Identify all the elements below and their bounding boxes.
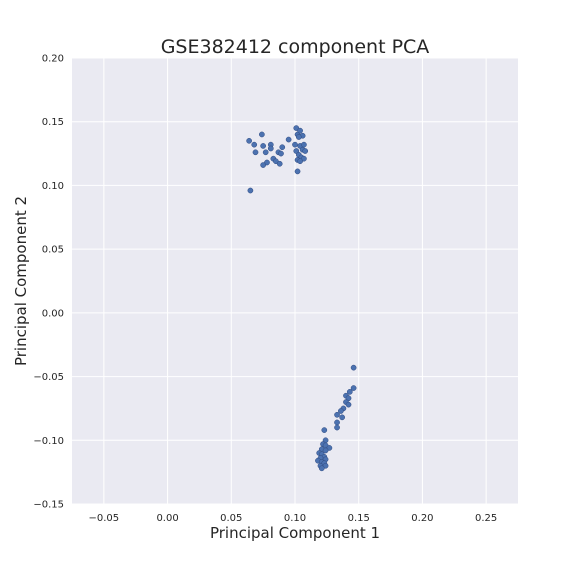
data-point [302,148,309,154]
data-point [247,187,254,194]
y-tick-label: 0.10 [42,181,64,192]
x-tick-label: −0.05 [89,513,120,524]
data-point [334,424,340,431]
data-point [251,141,258,148]
x-tick-labels: −0.05 0.00 0.05 0.10 0.15 0.20 0.25 [89,513,498,524]
data-point [321,427,328,433]
x-tick-label: 0.15 [348,513,370,524]
data-point [322,447,329,454]
x-tick-label: 0.25 [475,513,497,524]
data-point [285,136,292,143]
data-point [338,408,344,414]
y-tick-label: −0.10 [33,436,64,447]
x-tick-label: 0.05 [220,513,242,524]
data-point [292,141,298,148]
data-point [246,137,252,144]
y-tick-label: −0.15 [33,500,64,511]
y-tick-label: −0.05 [33,372,64,383]
data-point [297,158,303,165]
data-point [259,131,265,138]
data-point [350,385,357,391]
data-point [278,150,284,157]
data-point [279,144,286,151]
y-axis-label: Principal Component 2 [12,196,30,366]
x-tick-label: 0.20 [411,513,433,524]
data-point [297,127,303,134]
y-tick-label: 0.20 [42,54,64,65]
y-tick-label: 0.00 [42,308,64,319]
chart-title: GSE382412 component PCA [161,36,430,58]
data-point [350,364,357,371]
data-point [295,134,302,140]
x-tick-label: 0.00 [156,513,178,524]
scatter-points [246,125,357,472]
y-tick-label: 0.05 [42,245,64,256]
data-point [339,414,345,421]
data-point [260,162,266,168]
x-tick-label: 0.10 [284,513,306,524]
x-axis-label: Principal Component 1 [210,524,380,542]
data-point [276,160,283,167]
data-point [334,419,340,426]
data-point [301,141,307,148]
data-point [318,465,325,472]
data-point [260,143,266,149]
y-tick-label: 0.15 [42,117,64,128]
y-tick-labels: −0.15 −0.10 −0.05 0.00 0.05 0.10 0.15 0.20 [33,54,64,511]
data-point [252,149,259,156]
data-point [346,389,353,395]
data-point [267,145,274,152]
data-point [334,411,340,418]
grid-lines [72,57,518,505]
data-point [345,401,352,408]
data-point [262,149,269,156]
data-point [294,168,301,175]
